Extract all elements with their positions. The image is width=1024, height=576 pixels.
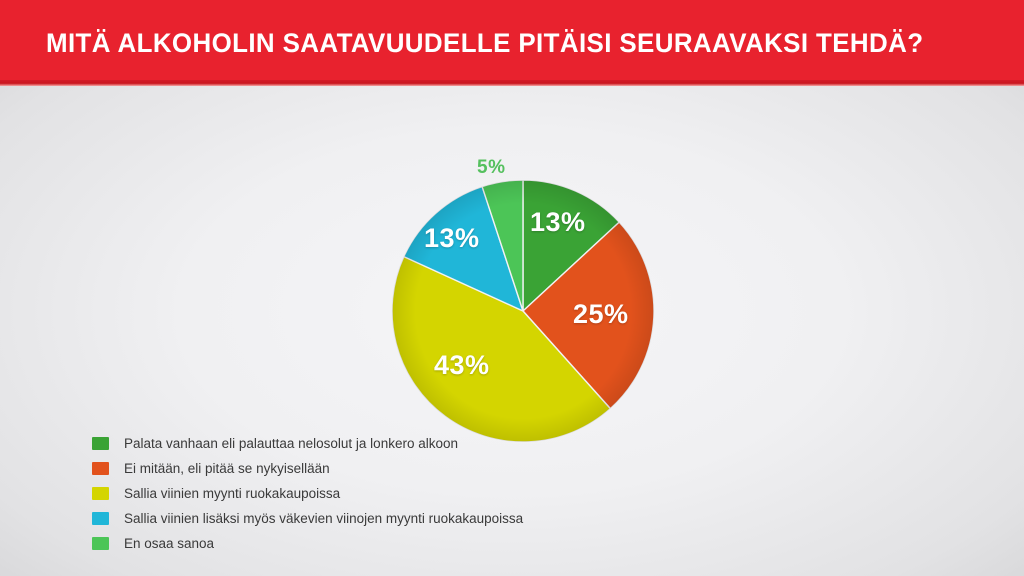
legend-item: Ei mitään, eli pitää se nykyisellään xyxy=(92,456,792,481)
legend-item: Palata vanhaan eli palauttaa nelosolut j… xyxy=(92,431,792,456)
slice-label-viinit: 43% xyxy=(434,350,490,380)
slice-label-palata: 13% xyxy=(530,207,586,237)
header-bar: MITÄ ALKOHOLIN SAATAVUUDELLE PITÄISI SEU… xyxy=(0,0,1024,86)
slice-label-vakevat: 13% xyxy=(424,223,480,253)
legend-item-label: Sallia viinien myynti ruokakaupoissa xyxy=(124,485,341,501)
legend-item: Sallia viinien myynti ruokakaupoissa xyxy=(92,481,792,506)
legend-item-label: En osaa sanoa xyxy=(124,535,215,551)
legend-swatch-icon xyxy=(92,437,109,450)
page-title: MITÄ ALKOHOLIN SAATAVUUDELLE PITÄISI SEU… xyxy=(46,28,924,58)
legend-item: En osaa sanoa xyxy=(92,531,792,556)
chart-legend: Palata vanhaan eli palauttaa nelosolut j… xyxy=(92,431,792,556)
legend-swatch-icon xyxy=(92,537,109,550)
pie-inner-shadow xyxy=(392,180,654,442)
legend-swatch-icon xyxy=(92,462,109,475)
slice-label-ei-mitaan: 25% xyxy=(573,299,629,329)
legend-swatch-icon xyxy=(92,512,109,525)
legend-item: Sallia viinien lisäksi myös väkevien vii… xyxy=(92,506,792,531)
header-divider xyxy=(0,80,1024,86)
legend-item-label: Sallia viinien lisäksi myös väkevien vii… xyxy=(124,510,524,526)
pie-chart xyxy=(391,179,655,443)
legend-item-label: Palata vanhaan eli palauttaa nelosolut j… xyxy=(124,435,458,451)
legend-item-label: Ei mitään, eli pitää se nykyisellään xyxy=(124,460,330,476)
slice-label-en-osaa-sanoa: 5% xyxy=(477,157,506,178)
pie-chart-svg xyxy=(391,179,655,443)
legend-swatch-icon xyxy=(92,487,109,500)
